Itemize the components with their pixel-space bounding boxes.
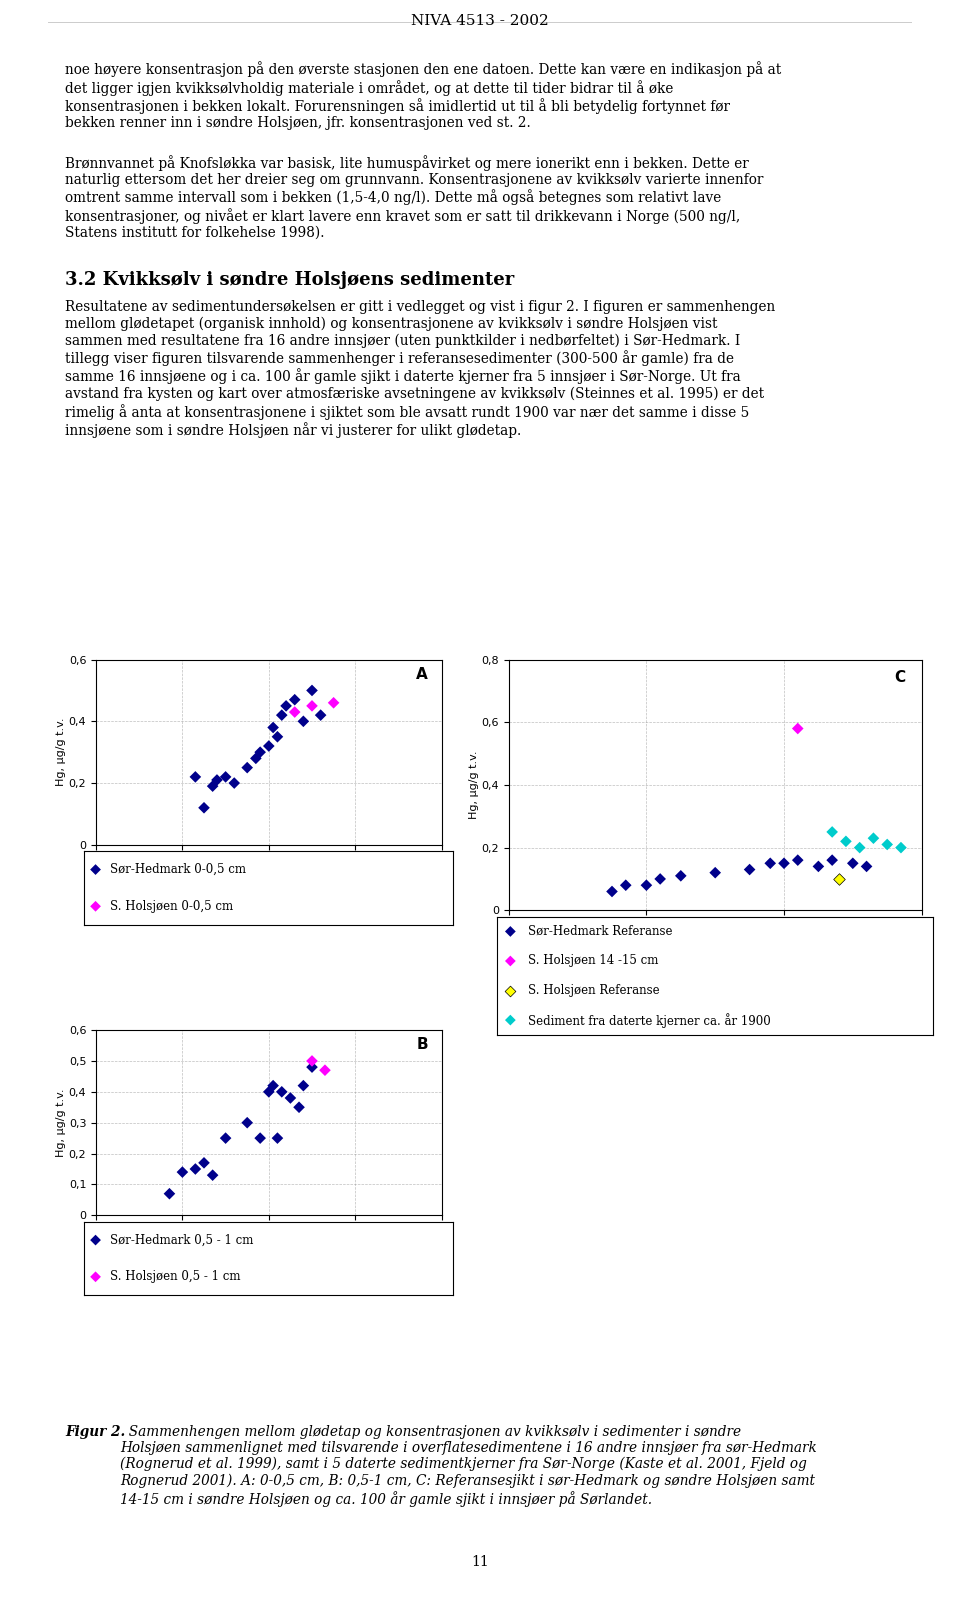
- Point: [777, 851, 792, 877]
- Point: [790, 715, 805, 741]
- Point: [196, 795, 211, 821]
- Point: [252, 739, 268, 765]
- Point: [653, 866, 668, 891]
- Text: Sammenhengen mellom glødetap og konsentrasjonen av kvikksølv i sedimenter i sønd: Sammenhengen mellom glødetap og konsentr…: [120, 1425, 817, 1506]
- Point: [88, 1265, 104, 1290]
- Text: noe høyere konsentrasjon på den øverste stasjonen den ene datoen. Dette kan være: noe høyere konsentrasjon på den øverste …: [65, 62, 781, 131]
- Point: [762, 851, 778, 877]
- Point: [252, 1126, 268, 1151]
- Text: S. Holsjøen 0-0,5 cm: S. Holsjøen 0-0,5 cm: [110, 899, 233, 913]
- Point: [503, 949, 518, 974]
- X-axis label: Glødetap (GT), %: Glødetap (GT), %: [659, 936, 772, 949]
- Point: [187, 1156, 204, 1182]
- Point: [261, 1080, 276, 1105]
- Text: Brønnvannet på Knofsløkka var basisk, lite humuspåvirket og mere ionerikt enn i : Brønnvannet på Knofsløkka var basisk, li…: [65, 155, 763, 240]
- Point: [282, 1086, 298, 1112]
- Point: [325, 690, 342, 715]
- Point: [825, 848, 840, 874]
- Point: [196, 1150, 211, 1175]
- Point: [618, 872, 634, 898]
- Text: Sør-Hedmark Referanse: Sør-Hedmark Referanse: [528, 925, 672, 937]
- Text: C: C: [894, 669, 905, 685]
- Point: [825, 819, 840, 845]
- Point: [742, 856, 757, 882]
- Text: Sediment fra daterte kjerner ca. år 1900: Sediment fra daterte kjerner ca. år 1900: [528, 1012, 771, 1027]
- Text: Sør-Hedmark 0-0,5 cm: Sør-Hedmark 0-0,5 cm: [110, 862, 247, 877]
- Text: S. Holsjøen Referanse: S. Holsjøen Referanse: [528, 984, 660, 997]
- X-axis label: Glødetap (GT), %: Glødetap (GT), %: [212, 870, 325, 883]
- Point: [845, 851, 860, 877]
- Point: [879, 832, 895, 858]
- Point: [218, 1126, 233, 1151]
- Text: S. Holsjøen 14 -15 cm: S. Holsjøen 14 -15 cm: [528, 955, 659, 968]
- Point: [218, 763, 233, 789]
- Point: [503, 918, 518, 944]
- Point: [265, 1073, 280, 1099]
- Point: [270, 723, 285, 749]
- Y-axis label: Hg, µg/g t.v.: Hg, µg/g t.v.: [56, 1089, 66, 1156]
- Y-axis label: Hg, µg/g t.v.: Hg, µg/g t.v.: [56, 719, 66, 786]
- Point: [313, 703, 328, 728]
- Point: [866, 826, 881, 851]
- Point: [187, 763, 204, 789]
- Text: NIVA 4513 - 2002: NIVA 4513 - 2002: [411, 14, 549, 27]
- Point: [893, 835, 908, 861]
- Point: [265, 715, 280, 741]
- Point: [204, 1163, 220, 1188]
- Point: [270, 1126, 285, 1151]
- Point: [852, 835, 867, 861]
- Text: 3.2 Kvikksølv i søndre Holsjøens sedimenter: 3.2 Kvikksølv i søndre Holsjøens sedimen…: [65, 271, 515, 289]
- Point: [503, 1008, 518, 1033]
- Point: [304, 1054, 320, 1080]
- Point: [248, 746, 263, 771]
- Point: [161, 1180, 177, 1206]
- Point: [831, 866, 847, 891]
- Point: [240, 755, 255, 781]
- Point: [810, 854, 826, 880]
- Point: [790, 848, 805, 874]
- Point: [708, 859, 723, 885]
- Point: [859, 854, 875, 880]
- Text: B: B: [416, 1038, 428, 1052]
- Point: [240, 1110, 255, 1135]
- Point: [304, 693, 320, 719]
- Point: [503, 977, 518, 1003]
- Point: [304, 1048, 320, 1073]
- Point: [88, 1226, 104, 1252]
- Point: [175, 1159, 190, 1185]
- Point: [291, 1094, 306, 1119]
- Point: [296, 1073, 311, 1099]
- Text: Figur 2.: Figur 2.: [65, 1425, 126, 1439]
- Point: [275, 703, 290, 728]
- Text: Resultatene av sedimentundersøkelsen er gitt i vedlegget og vist i figur 2. I fi: Resultatene av sedimentundersøkelsen er …: [65, 300, 776, 438]
- Text: A: A: [416, 668, 428, 682]
- Point: [673, 862, 688, 888]
- Point: [88, 894, 104, 920]
- Point: [204, 773, 220, 798]
- Point: [88, 856, 104, 882]
- Point: [261, 733, 276, 759]
- Point: [296, 709, 311, 735]
- Point: [605, 878, 620, 904]
- Point: [275, 1080, 290, 1105]
- Point: [209, 767, 225, 792]
- X-axis label: Glødetap (GT), %: Glødetap (GT), %: [212, 1241, 325, 1254]
- Point: [278, 693, 294, 719]
- Point: [287, 687, 302, 712]
- Point: [287, 699, 302, 725]
- Point: [227, 770, 242, 795]
- Y-axis label: Hg, µg/g t.v.: Hg, µg/g t.v.: [468, 751, 479, 819]
- Text: S. Holsjøen 0,5 - 1 cm: S. Holsjøen 0,5 - 1 cm: [110, 1270, 241, 1284]
- Point: [638, 872, 654, 898]
- Point: [317, 1057, 332, 1083]
- Text: Sør-Hedmark 0,5 - 1 cm: Sør-Hedmark 0,5 - 1 cm: [110, 1233, 253, 1247]
- Text: 11: 11: [471, 1555, 489, 1570]
- Point: [304, 677, 320, 703]
- Point: [838, 829, 853, 854]
